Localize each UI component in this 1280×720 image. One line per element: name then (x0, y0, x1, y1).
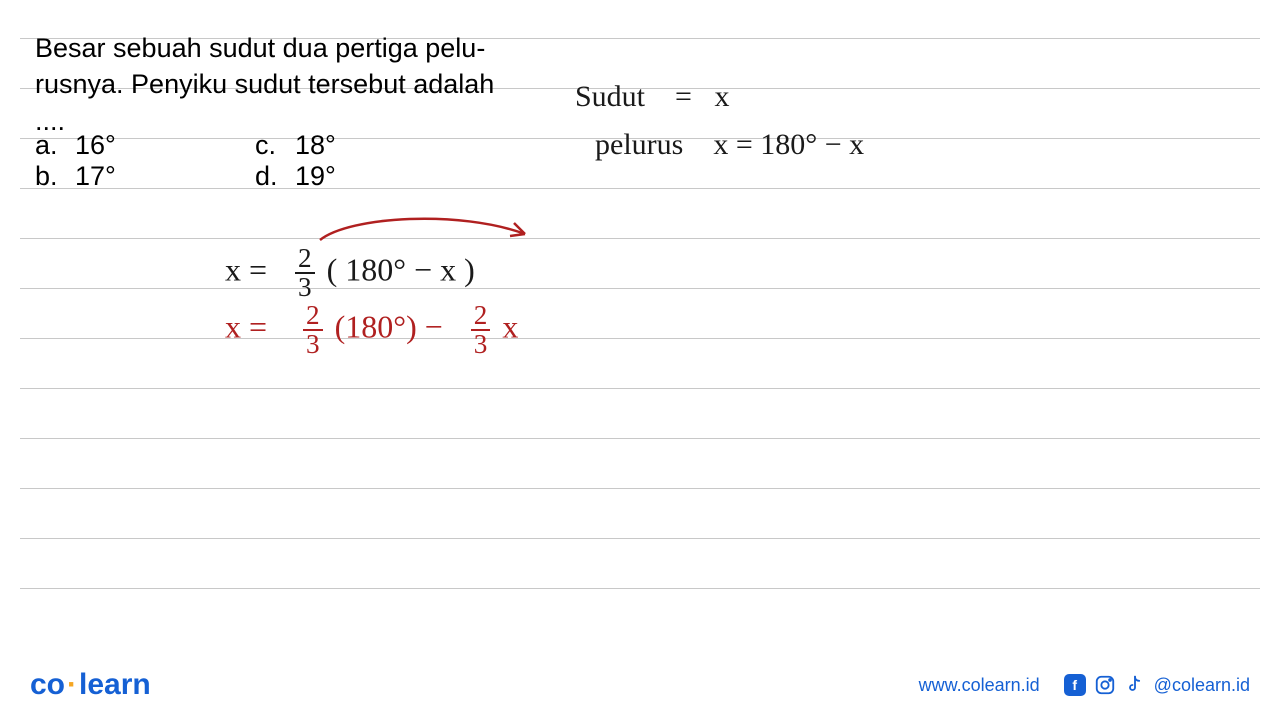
eq1-lhs: x = (225, 252, 267, 288)
question-text: Besar sebuah sudut dua pertiga pelu-rusn… (35, 30, 515, 139)
note1-left: Sudut (575, 80, 645, 113)
equation-line-2: x = 2 3 (180°) − 2 3 x (225, 302, 518, 358)
option-d: d. 19° (255, 161, 475, 192)
option-a-value: 16° (75, 130, 116, 161)
eq2-lhs: x = (225, 309, 267, 345)
logo-right: learn (79, 668, 151, 701)
option-d-value: 19° (295, 161, 336, 192)
instagram-icon[interactable] (1094, 674, 1116, 696)
note2-right: x = 180° − x (713, 128, 864, 161)
note2-left: pelurus (595, 128, 683, 161)
eq2-fraction-2: 2 3 (471, 302, 491, 358)
social-icons-group: f @colearn.id (1064, 674, 1250, 696)
option-c: c. 18° (255, 130, 475, 161)
eq2-tail: x (502, 309, 518, 345)
option-b: b. 17° (35, 161, 255, 192)
tiktok-icon[interactable] (1124, 674, 1146, 696)
footer-right-group: www.colearn.id f @colearn.id (919, 674, 1250, 696)
eq1-paren: ( 180° − x ) (327, 252, 475, 288)
website-link[interactable]: www.colearn.id (919, 675, 1040, 696)
facebook-icon[interactable]: f (1064, 674, 1086, 696)
brand-logo: co·learn (30, 668, 151, 702)
social-handle: @colearn.id (1154, 675, 1250, 696)
eq2-mid: (180°) − (335, 309, 443, 345)
option-b-value: 17° (75, 161, 116, 192)
eq2-fraction-1: 2 3 (303, 302, 323, 358)
note1-eq: = (675, 80, 692, 113)
distribution-arrow-icon (300, 208, 560, 248)
handwritten-note-sudut: Sudut = x (575, 80, 729, 114)
logo-left: co (30, 668, 65, 701)
footer-bar: co·learn www.colearn.id f @colearn.id (0, 650, 1280, 720)
eq1-fraction: 2 3 (295, 245, 315, 301)
option-c-value: 18° (295, 130, 336, 161)
handwritten-note-pelurus: pelurus x = 180° − x (595, 128, 864, 162)
equation-line-1: x = 2 3 ( 180° − x ) (225, 245, 475, 301)
answer-options: a. 16° c. 18° b. 17° d. 19° (35, 130, 475, 192)
option-a: a. 16° (35, 130, 255, 161)
logo-dot-icon: · (67, 668, 77, 701)
note1-right: x (714, 80, 729, 113)
